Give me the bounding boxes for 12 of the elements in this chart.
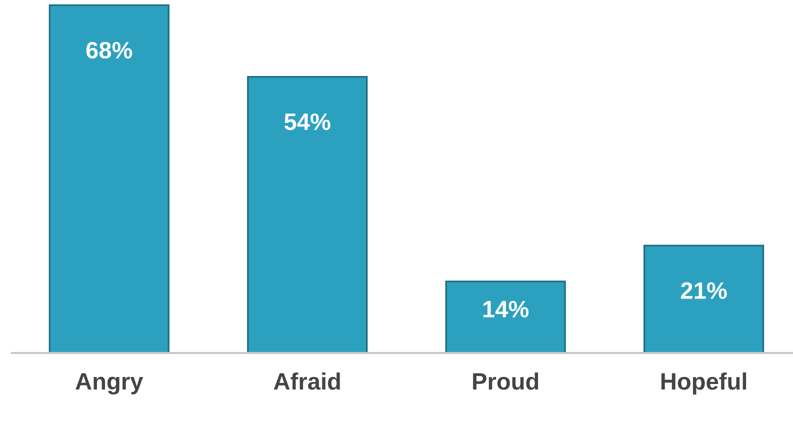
data-label: 68% — [86, 42, 132, 59]
data-label: 21% — [680, 282, 727, 299]
bar — [643, 244, 764, 353]
bar — [445, 280, 566, 353]
data-label: 54% — [284, 113, 330, 130]
x-tick-label: Proud — [473, 372, 538, 390]
bar — [247, 76, 368, 353]
x-tick-label: Angry — [76, 373, 144, 394]
x-tick-label: Hopeful — [661, 372, 746, 394]
x-tick-label: Afraid — [274, 372, 340, 390]
bar — [48, 4, 170, 353]
data-label: 14% — [483, 300, 529, 318]
